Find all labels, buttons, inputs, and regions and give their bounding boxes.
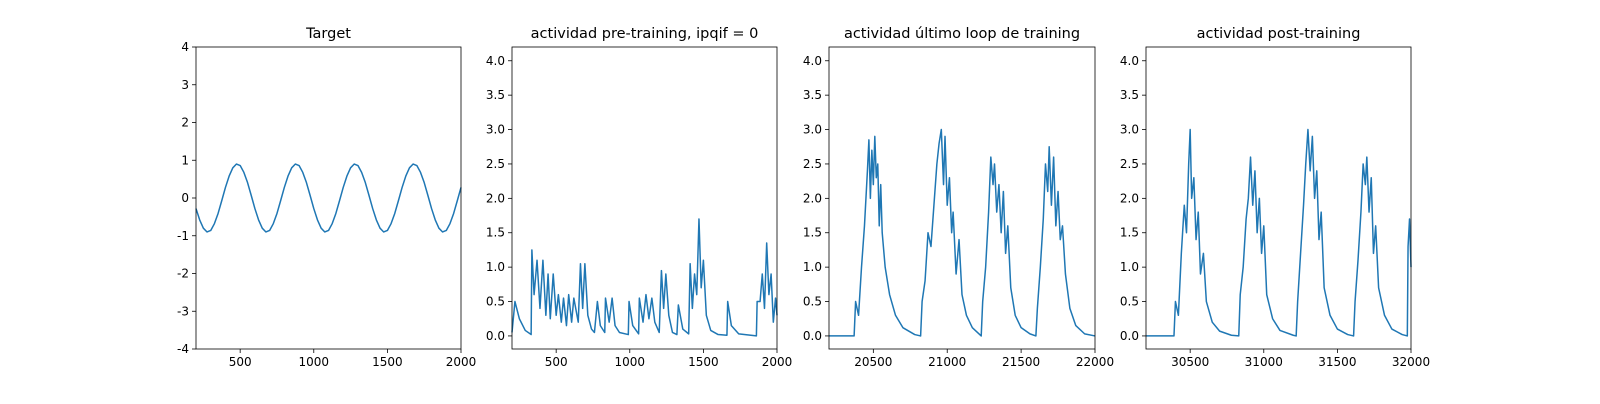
subplot-title: actividad post-training bbox=[1197, 26, 1361, 42]
y-tick-label: 0.0 bbox=[803, 329, 822, 343]
subplot-title: Target bbox=[305, 26, 351, 42]
x-tick-label: 32000 bbox=[1392, 355, 1430, 369]
y-tick-label: 3.5 bbox=[1120, 88, 1139, 102]
subplot: actividad pre-training, ipqif = 0 500 1000… bbox=[486, 26, 792, 369]
x-tick-label: 30500 bbox=[1171, 355, 1209, 369]
y-tick-label: 3 bbox=[181, 78, 189, 92]
y-tick-label: 0.5 bbox=[803, 295, 822, 309]
y-tick-label: 2.5 bbox=[803, 157, 822, 171]
data-line bbox=[1146, 128, 1412, 337]
y-tick-label: 3.0 bbox=[803, 123, 822, 137]
y-tick-label: -4 bbox=[177, 342, 189, 356]
subplot: actividad post-training 30500 31000 31500 32… bbox=[1120, 26, 1430, 369]
y-tick-label: 1.5 bbox=[486, 226, 505, 240]
y-tick-label: 4.0 bbox=[1120, 54, 1139, 68]
x-tick-label: 31000 bbox=[1245, 355, 1283, 369]
y-tick-label: 4 bbox=[181, 40, 189, 54]
x-tick-label: 1000 bbox=[299, 355, 330, 369]
y-tick-label: -3 bbox=[177, 304, 189, 318]
y-tick-label: 2.0 bbox=[1120, 191, 1139, 205]
y-tick-label: 0 bbox=[181, 191, 189, 205]
y-tick-label: 3.0 bbox=[486, 123, 505, 137]
y-tick-label: 2 bbox=[181, 116, 189, 130]
y-tick-label: 1.5 bbox=[1120, 226, 1139, 240]
x-tick-label: 2000 bbox=[762, 355, 793, 369]
y-tick-label: 1 bbox=[181, 153, 189, 167]
subplot-title: actividad último loop de training bbox=[844, 26, 1080, 42]
x-tick-label: 500 bbox=[545, 355, 568, 369]
data-line bbox=[511, 218, 778, 337]
y-tick-label: 0.0 bbox=[1120, 329, 1139, 343]
x-tick-label: 1500 bbox=[372, 355, 403, 369]
x-tick-label: 1000 bbox=[615, 355, 646, 369]
y-tick-label: 4.0 bbox=[803, 54, 822, 68]
x-tick-label: 20500 bbox=[854, 355, 892, 369]
y-tick-label: 1.0 bbox=[486, 260, 505, 274]
data-line bbox=[829, 128, 1096, 337]
subplot: Target 500 1000 1500 2000 -4 -3 -2 -1 0 1 2 3 4 bbox=[177, 26, 476, 369]
y-tick-label: 4.0 bbox=[486, 54, 505, 68]
x-tick-label: 2000 bbox=[446, 355, 477, 369]
subplot: actividad último loop de training 20500 21… bbox=[803, 26, 1114, 369]
y-tick-label: 0.5 bbox=[1120, 295, 1139, 309]
x-tick-label: 31500 bbox=[1318, 355, 1356, 369]
y-tick-label: 3.5 bbox=[486, 88, 505, 102]
x-tick-label: 22000 bbox=[1076, 355, 1114, 369]
y-tick-label: 3.0 bbox=[1120, 123, 1139, 137]
y-tick-label: 1.0 bbox=[1120, 260, 1139, 274]
y-tick-label: -2 bbox=[177, 267, 189, 281]
y-tick-label: 0.5 bbox=[486, 295, 505, 309]
y-tick-label: 0.0 bbox=[486, 329, 505, 343]
y-tick-label: 2.0 bbox=[803, 191, 822, 205]
x-tick-label: 21500 bbox=[1002, 355, 1040, 369]
subplot-title: actividad pre-training, ipqif = 0 bbox=[531, 26, 759, 42]
y-tick-label: 2.5 bbox=[486, 157, 505, 171]
y-tick-label: 1.0 bbox=[803, 260, 822, 274]
data-line bbox=[195, 163, 462, 233]
y-tick-label: 2.0 bbox=[486, 191, 505, 205]
x-tick-label: 500 bbox=[229, 355, 252, 369]
x-tick-label: 1500 bbox=[688, 355, 719, 369]
y-tick-label: 2.5 bbox=[1120, 157, 1139, 171]
y-tick-label: 3.5 bbox=[803, 88, 822, 102]
y-tick-label: 1.5 bbox=[803, 226, 822, 240]
x-tick-label: 21000 bbox=[928, 355, 966, 369]
y-tick-label: -1 bbox=[177, 229, 189, 243]
